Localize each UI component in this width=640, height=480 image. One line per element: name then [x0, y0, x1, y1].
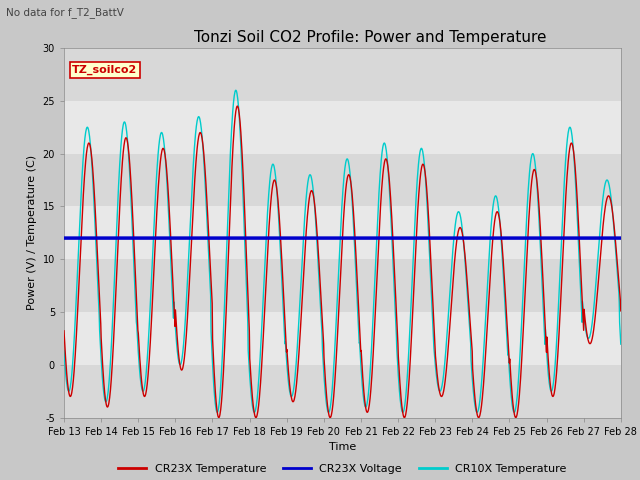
X-axis label: Time: Time — [329, 442, 356, 452]
Y-axis label: Power (V) / Temperature (C): Power (V) / Temperature (C) — [27, 155, 37, 311]
Text: No data for f_T2_BattV: No data for f_T2_BattV — [6, 7, 124, 18]
Bar — [64, 312, 621, 365]
Bar — [64, 259, 621, 312]
Bar — [64, 154, 621, 206]
Bar — [64, 48, 621, 101]
Bar — [64, 101, 621, 154]
Title: Tonzi Soil CO2 Profile: Power and Temperature: Tonzi Soil CO2 Profile: Power and Temper… — [194, 30, 547, 46]
Bar — [64, 206, 621, 259]
Bar — [64, 365, 621, 418]
Legend: CR23X Temperature, CR23X Voltage, CR10X Temperature: CR23X Temperature, CR23X Voltage, CR10X … — [113, 460, 572, 479]
Text: TZ_soilco2: TZ_soilco2 — [72, 65, 138, 75]
